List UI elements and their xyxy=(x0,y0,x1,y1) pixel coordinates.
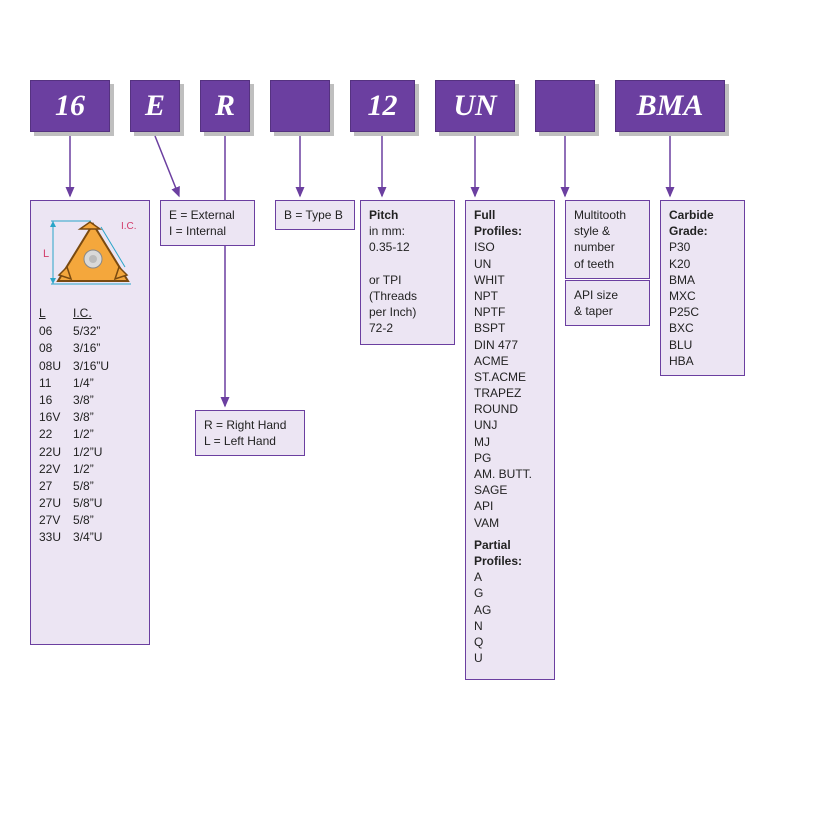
header-pitch: 12 xyxy=(350,80,415,132)
svg-text:I.C.: I.C. xyxy=(121,221,137,232)
svg-text:L: L xyxy=(43,248,49,260)
header-hand: R xyxy=(200,80,250,132)
header-grade: BMA xyxy=(615,80,725,132)
header-profile: UN xyxy=(435,80,515,132)
header-ext: E xyxy=(130,80,180,132)
panel-ext: E = ExternalI = Internal xyxy=(160,200,255,246)
panel-multi2: API size& taper xyxy=(565,280,650,326)
header-typeB xyxy=(270,80,330,132)
panel-profile: Full Profiles:ISOUNWHITNPTNPTFBSPTDIN 47… xyxy=(465,200,555,680)
panel-hand: R = Right HandL = Left Hand xyxy=(195,410,305,456)
panel-pitch: Pitchin mm:0.35-12 or TPI(Threadsper Inc… xyxy=(360,200,455,345)
header-multi xyxy=(535,80,595,132)
panel-typeB: B = Type B xyxy=(275,200,355,230)
header-size: 16 xyxy=(30,80,110,132)
size-table: LI.C.065/32”083/16”08U3/16”U111/4”163/8”… xyxy=(39,305,121,547)
insert-diagram: L I.C. xyxy=(43,209,143,299)
panel-multi1: Multitoothstyle &numberof teeth xyxy=(565,200,650,279)
panel-grade: Carbide Grade:P30K20BMAMXCP25CBXCBLUHBA xyxy=(660,200,745,376)
panel-size: L I.C. LI.C.065/32”083/16”08U3/16”U111/4”1… xyxy=(30,200,150,645)
